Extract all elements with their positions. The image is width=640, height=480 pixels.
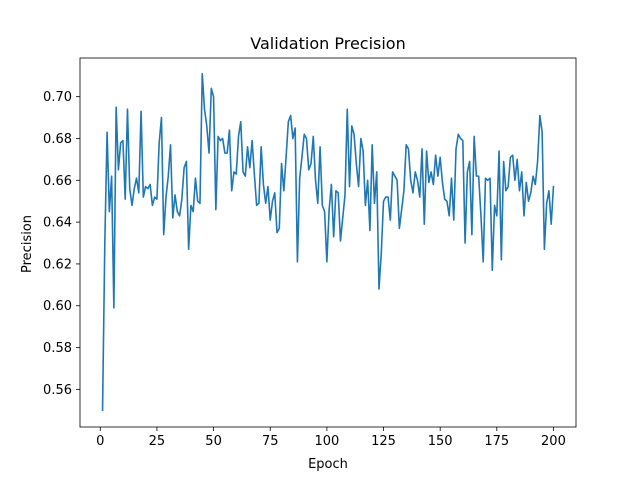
chart-title: Validation Precision	[250, 34, 405, 53]
plot-frame	[79, 57, 577, 428]
series-layer	[101, 72, 555, 412]
x-tick-label: 0	[96, 434, 104, 449]
y-tick-label: 0.68	[43, 132, 72, 147]
series-line	[101, 72, 555, 412]
y-tick-label: 0.56	[43, 383, 72, 398]
x-tick-label: 175	[484, 434, 509, 449]
x-tick-label: 100	[314, 434, 339, 449]
y-axis: 0.56 0.58 0.60 0.62 0.64 0.66 0.68 0.70	[43, 90, 80, 398]
y-tick-label: 0.66	[43, 174, 72, 189]
x-tick-label: 150	[428, 434, 453, 449]
x-tick-label: 200	[541, 434, 566, 449]
x-tick-label: 125	[371, 434, 396, 449]
y-tick-label: 0.60	[43, 299, 72, 314]
x-axis-label: Epoch	[308, 457, 348, 472]
y-axis-label: Precision	[20, 215, 35, 273]
y-tick-label: 0.62	[43, 257, 72, 272]
x-axis: 0 25 50 75 100 125 150 175 200	[96, 427, 566, 449]
x-tick-label: 50	[205, 434, 222, 449]
y-tick-label: 0.70	[43, 90, 72, 105]
y-tick-label: 0.58	[43, 341, 72, 356]
x-tick-label: 75	[262, 434, 279, 449]
x-tick-label: 25	[149, 434, 166, 449]
y-tick-label: 0.64	[43, 216, 72, 231]
